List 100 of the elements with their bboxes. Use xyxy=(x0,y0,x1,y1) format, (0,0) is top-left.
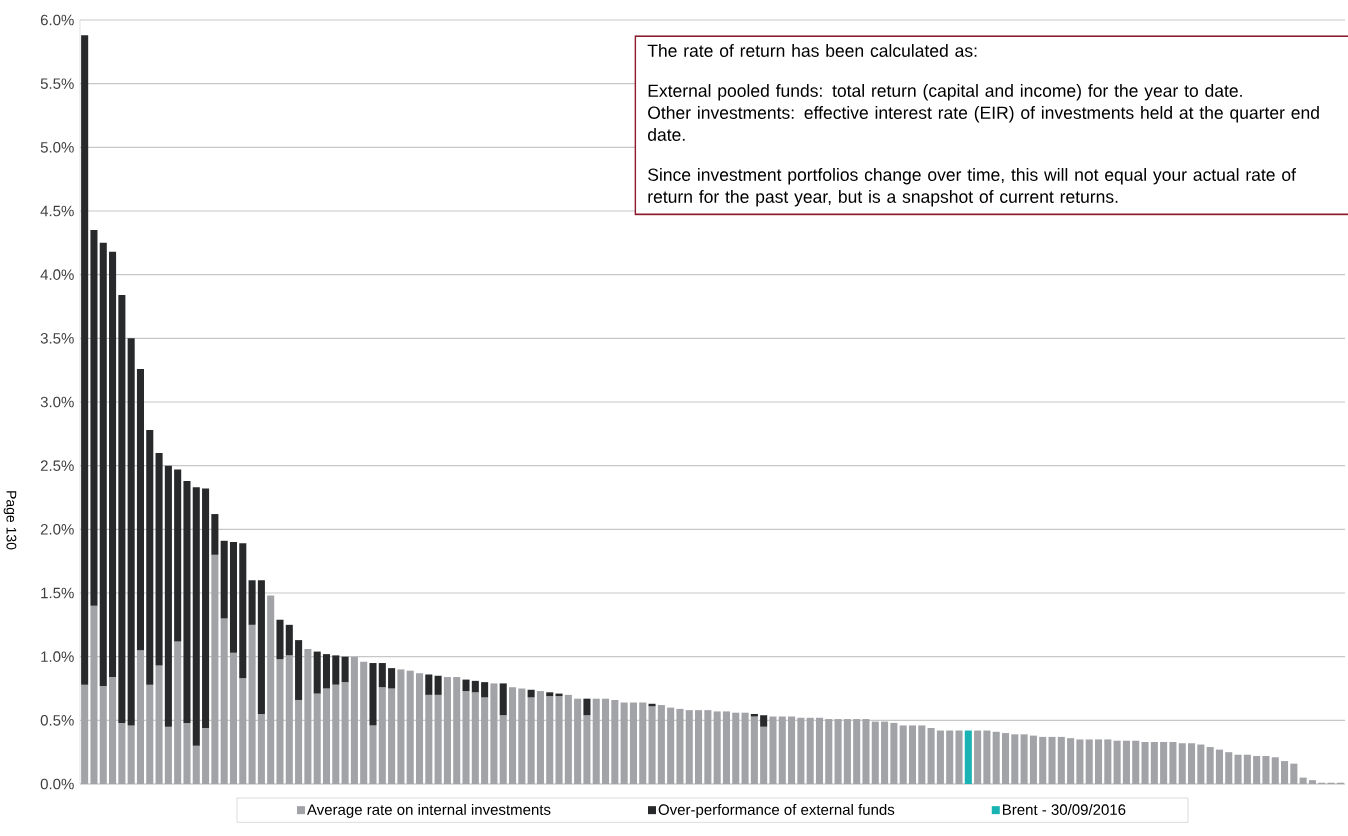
bar xyxy=(229,652,238,784)
bar xyxy=(239,678,247,784)
bar xyxy=(276,659,284,784)
bar xyxy=(695,710,703,784)
bar xyxy=(788,716,796,784)
bar xyxy=(574,698,582,784)
bar xyxy=(546,692,554,697)
bar xyxy=(732,712,740,784)
bar xyxy=(1206,747,1214,784)
bar xyxy=(657,705,665,784)
y-tick-label: 5.0% xyxy=(40,142,74,153)
bar xyxy=(1243,754,1251,784)
bar xyxy=(313,651,321,694)
bar xyxy=(1234,754,1242,784)
bar xyxy=(202,727,210,784)
bar xyxy=(499,683,507,716)
bar xyxy=(1188,743,1196,784)
y-tick-label: 2.5% xyxy=(40,460,74,471)
bar xyxy=(471,692,479,784)
bar xyxy=(1076,739,1084,784)
bar xyxy=(1132,740,1140,784)
bar xyxy=(620,702,628,784)
bar xyxy=(434,675,442,695)
bar xyxy=(806,717,814,784)
bar xyxy=(648,706,656,784)
bar xyxy=(936,730,944,784)
bar xyxy=(546,696,554,784)
bar xyxy=(220,618,228,784)
bar xyxy=(462,679,470,692)
bar xyxy=(983,730,991,784)
bar xyxy=(481,682,489,698)
bar xyxy=(750,713,758,717)
bar xyxy=(248,624,256,784)
bar xyxy=(518,688,526,784)
bar xyxy=(285,624,293,656)
bar xyxy=(908,725,917,784)
bar xyxy=(853,719,861,784)
bar xyxy=(490,683,498,784)
y-tick-label: 1.0% xyxy=(41,651,74,662)
bar xyxy=(174,641,182,784)
bar xyxy=(434,694,442,784)
bar xyxy=(397,669,405,784)
y-tick-label: 0.0% xyxy=(40,778,74,790)
bar xyxy=(639,702,647,784)
bar xyxy=(1225,752,1233,784)
bar xyxy=(164,465,172,727)
bar xyxy=(1215,749,1223,784)
bar xyxy=(127,338,135,726)
bar xyxy=(136,368,144,651)
bar xyxy=(1122,740,1130,784)
bar xyxy=(164,726,172,784)
bar xyxy=(155,665,163,784)
bar xyxy=(918,725,926,784)
bar xyxy=(406,670,414,784)
bar xyxy=(313,693,321,784)
bar xyxy=(1160,741,1168,784)
legend-label: Brent - 30/09/2016 xyxy=(1003,803,1126,815)
bar xyxy=(527,689,535,698)
y-tick-label: 4.5% xyxy=(40,205,74,217)
y-tick-label: 6.0% xyxy=(40,14,74,26)
bar xyxy=(843,719,851,784)
bar xyxy=(350,656,358,784)
y-tick-label: 4.0% xyxy=(40,269,74,280)
y-tick-label: 2.0% xyxy=(40,524,74,535)
bar xyxy=(564,694,572,784)
bar xyxy=(192,745,200,784)
bar xyxy=(1067,738,1075,784)
bar xyxy=(202,488,210,728)
y-tick-label: 1.5% xyxy=(41,587,74,599)
bar xyxy=(583,698,591,716)
annotation: Other investments: effective interest rate (EIR) of investments held at the quarter end date. xyxy=(648,106,1319,141)
bar xyxy=(1094,739,1103,784)
bar xyxy=(174,469,182,642)
bar xyxy=(974,730,982,784)
bar xyxy=(592,698,600,784)
bar xyxy=(1150,741,1158,784)
bar xyxy=(295,699,303,784)
bar xyxy=(332,684,340,784)
y-tick-label: 3.5% xyxy=(40,333,74,344)
bar xyxy=(741,712,749,784)
bar xyxy=(1308,780,1316,784)
legend-label: Average rate on internal investments xyxy=(307,803,551,818)
bar xyxy=(555,696,563,784)
bar xyxy=(211,554,219,784)
bar xyxy=(453,677,461,784)
bar xyxy=(1011,734,1019,784)
bar xyxy=(778,716,786,784)
bar xyxy=(1029,735,1037,784)
bar xyxy=(955,730,963,784)
bar xyxy=(136,650,144,784)
y-tick-label: 5.5% xyxy=(40,78,74,89)
bar xyxy=(341,656,349,683)
bar xyxy=(220,540,228,619)
bar xyxy=(481,697,489,784)
bar xyxy=(499,715,507,784)
bar xyxy=(508,687,517,784)
bar xyxy=(871,721,879,784)
bar xyxy=(760,715,768,727)
bar xyxy=(676,708,684,784)
bar xyxy=(1020,734,1028,784)
